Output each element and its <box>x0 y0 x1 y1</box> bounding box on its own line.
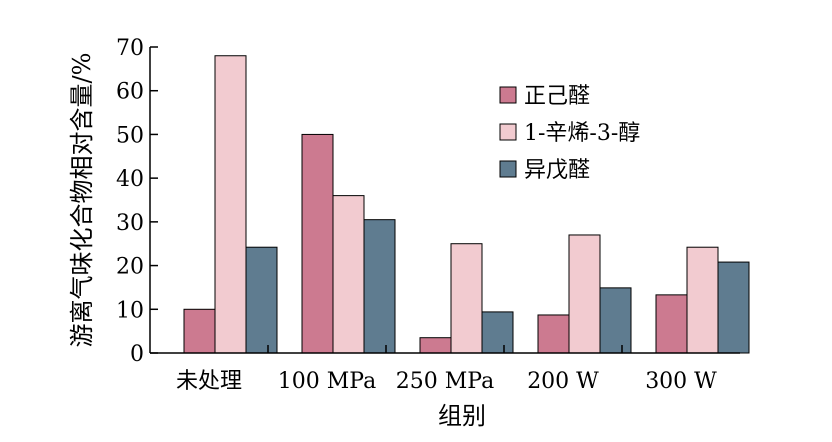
bar-3-1 <box>245 246 278 354</box>
y-ticks-group: 0 10 20 30 40 50 60 70 <box>116 36 158 367</box>
legend-label: 1-辛烯-3-醇 <box>524 121 640 146</box>
y-tick-label: 20 <box>116 255 144 280</box>
x-ticks-group: 未处理 100 MPa 250 MPa 200 W 300 W <box>176 345 717 394</box>
x-tick-label: 250 MPa <box>396 369 494 394</box>
bar-2-1 <box>214 55 247 354</box>
bar-2-3 <box>450 243 483 354</box>
x-tick-label: 100 MPa <box>278 369 376 394</box>
bar-3-4 <box>599 287 632 354</box>
bars-group <box>183 55 750 354</box>
bar-3-2 <box>363 219 396 354</box>
legend-swatch <box>499 123 517 141</box>
bar-1-5 <box>655 294 688 354</box>
y-tick-label: 60 <box>116 80 144 105</box>
y-tick-label: 0 <box>130 342 144 367</box>
bar-1-4 <box>537 314 570 354</box>
legend-label: 异戊醛 <box>524 158 590 183</box>
bar-1-2 <box>301 133 334 354</box>
legend-label: 正己醛 <box>524 84 590 109</box>
y-tick-label: 50 <box>116 123 144 148</box>
y-tick-label: 70 <box>116 36 144 61</box>
bar-2-4 <box>568 234 601 354</box>
bar-2-2 <box>332 195 365 354</box>
bar-3-5 <box>717 261 750 354</box>
legend-swatch <box>499 160 517 178</box>
x-tick-label: 未处理 <box>176 369 242 394</box>
y-tick-label: 40 <box>116 167 144 192</box>
bar-3-3 <box>481 311 514 354</box>
y-axis-title: 游离气味化合物相对含量/% <box>68 53 96 348</box>
y-tick-label: 10 <box>116 298 144 323</box>
bar-1-1 <box>183 308 216 354</box>
x-axis-title: 组别 <box>438 402 486 430</box>
y-tick-label: 30 <box>116 211 144 236</box>
x-tick-label: 300 W <box>645 369 717 394</box>
bar-1-3 <box>419 337 452 354</box>
bar-2-5 <box>686 246 719 354</box>
x-tick-label: 200 W <box>527 369 599 394</box>
legend-swatch <box>499 86 517 104</box>
